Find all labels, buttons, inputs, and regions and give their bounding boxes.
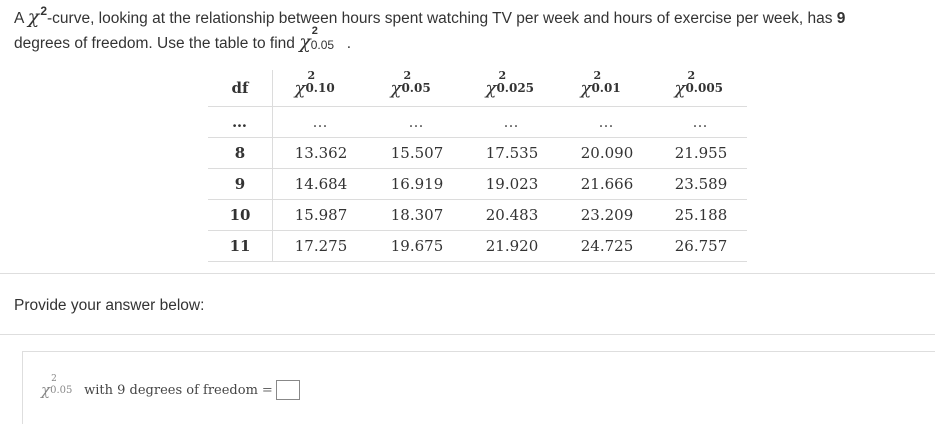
table-cell: 25.188 <box>655 199 747 231</box>
col-header-0.025: χ 2 0.025 <box>465 69 559 107</box>
table-cell: 23.589 <box>655 168 747 200</box>
question-end: . <box>346 35 352 52</box>
table-cell: 16.919 <box>369 168 465 200</box>
answer-chi-sub: 0.05 <box>50 385 73 396</box>
df-cell: 8 <box>208 137 273 169</box>
col-header-0.05: χ 2 0.05 <box>369 69 465 107</box>
section-divider <box>0 334 935 335</box>
equals-sign: = <box>261 382 273 398</box>
table-header-row: df χ 2 0.10 χ 2 0.05 χ 2 0.025 χ 2 0.01 χ 2 0.005 <box>208 69 747 107</box>
table-cell: 21.666 <box>559 168 655 200</box>
answer-line: χ 2 0.05 with 9 degrees of freedom = <box>41 374 300 400</box>
chi-symbol: χ <box>27 6 40 28</box>
answer-prompt: Provide your answer below: <box>14 297 205 314</box>
degrees-of-freedom-value: 9 <box>836 10 846 27</box>
table-cell: 14.684 <box>272 168 369 200</box>
answer-area: χ 2 0.05 with 9 degrees of freedom = <box>22 351 935 424</box>
table-cell: 13.362 <box>272 137 369 169</box>
table-cell: 19.023 <box>465 168 559 200</box>
section-divider <box>0 273 935 274</box>
df-ellipsis: … <box>208 106 273 138</box>
table-cell: 17.275 <box>272 230 369 262</box>
table-cell: 15.507 <box>369 137 465 169</box>
table-cell: 24.725 <box>559 230 655 262</box>
table-cell: 26.757 <box>655 230 747 262</box>
question-part3: degrees of freedom. Use the table to fin… <box>14 35 300 52</box>
table-cell: 20.483 <box>465 199 559 231</box>
table-row-df-11: 11 17.275 19.675 21.920 24.725 26.757 <box>208 230 747 262</box>
table-cell-ellipsis: … <box>655 106 747 138</box>
table-cell-ellipsis: … <box>559 106 655 138</box>
table-cell-ellipsis: … <box>272 106 369 138</box>
chi-square-table: df χ 2 0.10 χ 2 0.05 χ 2 0.025 χ 2 0.01 χ 2 0.005 … <box>208 69 747 262</box>
table-row-df-9: 9 14.684 16.919 19.023 21.666 23.589 <box>208 168 747 200</box>
table-cell: 19.675 <box>369 230 465 262</box>
target-chi-sup: 2 <box>311 25 318 37</box>
col-header-0.005: χ 2 0.005 <box>655 69 747 107</box>
table-cell: 21.920 <box>465 230 559 262</box>
question-part2: -curve, looking at the relationship betw… <box>47 10 837 27</box>
table-row-df-8: 8 13.362 15.507 17.535 20.090 21.955 <box>208 137 747 169</box>
question-text: A χ2-curve, looking at the relationship … <box>14 4 919 55</box>
answer-chi-scripts: 2 0.05 <box>50 374 80 397</box>
table-cell: 18.307 <box>369 199 465 231</box>
df-header: df <box>208 70 273 107</box>
target-chi-scripts: 2 0.05 <box>311 25 347 52</box>
col-header-0.10: χ 2 0.10 <box>272 69 369 107</box>
target-chi-symbol: χ <box>299 31 311 53</box>
col-header-0.01: χ 2 0.01 <box>559 69 655 107</box>
df-cell: 11 <box>208 230 273 262</box>
answer-input[interactable] <box>275 380 300 400</box>
table-cell-ellipsis: … <box>369 106 465 138</box>
table-cell: 20.090 <box>559 137 655 169</box>
table-cell: 17.535 <box>465 137 559 169</box>
table-row-ellipsis: … … … … … … <box>208 106 747 138</box>
table-cell: 15.987 <box>272 199 369 231</box>
table-cell-ellipsis: … <box>465 106 559 138</box>
table-cell: 21.955 <box>655 137 747 169</box>
df-cell: 9 <box>208 168 273 200</box>
df-cell: 10 <box>208 199 273 231</box>
chi-superscript: 2 <box>40 4 47 18</box>
answer-label: with 9 degrees of freedom <box>84 382 258 398</box>
answer-chi-sup: 2 <box>51 374 57 384</box>
table-cell: 23.209 <box>559 199 655 231</box>
target-chi-sub: 0.05 <box>310 38 335 52</box>
question-part1: A <box>14 10 28 27</box>
answer-chi-symbol: χ <box>41 381 51 399</box>
table-row-df-10: 10 15.987 18.307 20.483 23.209 25.188 <box>208 199 747 231</box>
